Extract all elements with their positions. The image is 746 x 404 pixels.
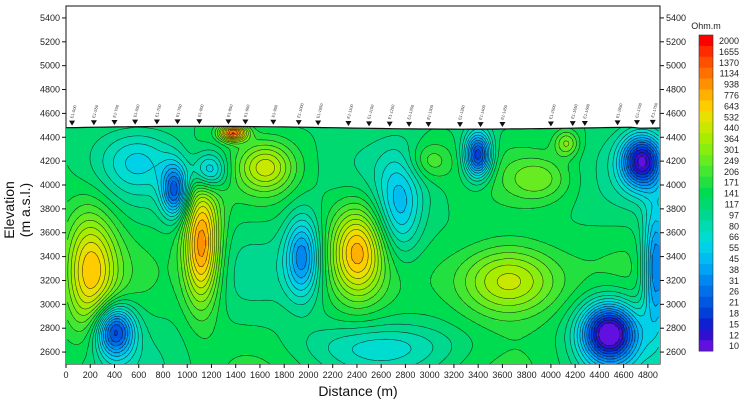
resistivity-section-figure: E1-S00 E1-S50 E1-T00 E1-S50 E1-T00 E1-T50 E1-8… — [1, 5, 739, 399]
